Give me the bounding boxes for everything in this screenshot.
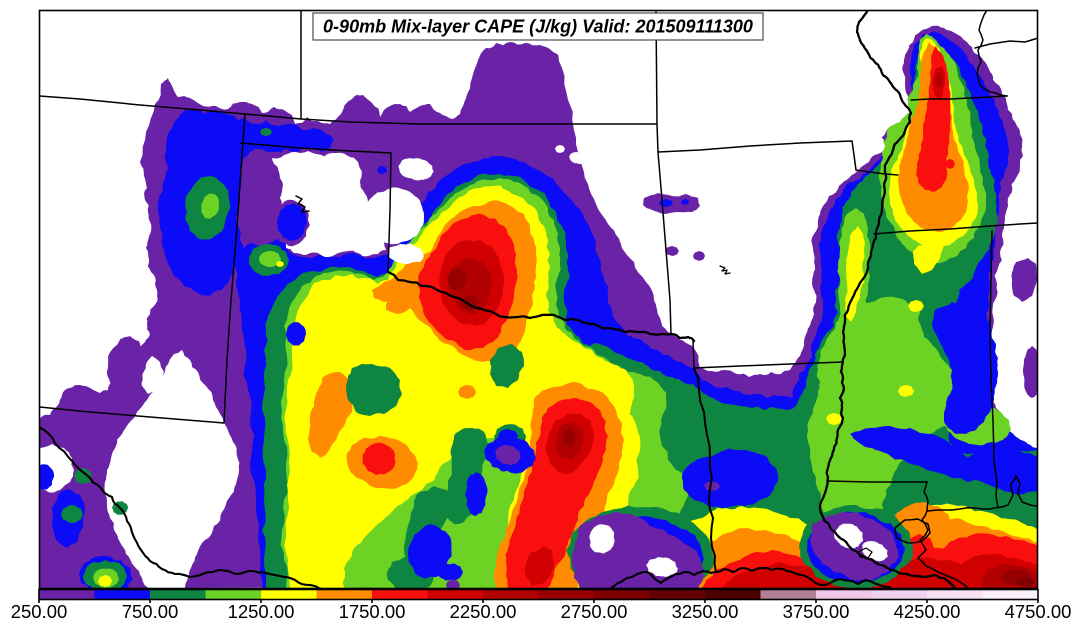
- svg-text:750.00: 750.00: [122, 601, 179, 622]
- svg-text:0-90mb Mix-layer CAPE (J/kg) V: 0-90mb Mix-layer CAPE (J/kg) Valid: 2015…: [323, 17, 753, 37]
- svg-text:1250.00: 1250.00: [228, 601, 295, 622]
- svg-text:4750.00: 4750.00: [1005, 601, 1072, 622]
- svg-text:3250.00: 3250.00: [672, 601, 739, 622]
- svg-text:2250.00: 2250.00: [450, 601, 517, 622]
- svg-text:4250.00: 4250.00: [894, 601, 961, 622]
- svg-text:1750.00: 1750.00: [339, 601, 406, 622]
- svg-text:250.00: 250.00: [11, 601, 68, 622]
- svg-text:3750.00: 3750.00: [783, 601, 850, 622]
- svg-text:2750.00: 2750.00: [561, 601, 628, 622]
